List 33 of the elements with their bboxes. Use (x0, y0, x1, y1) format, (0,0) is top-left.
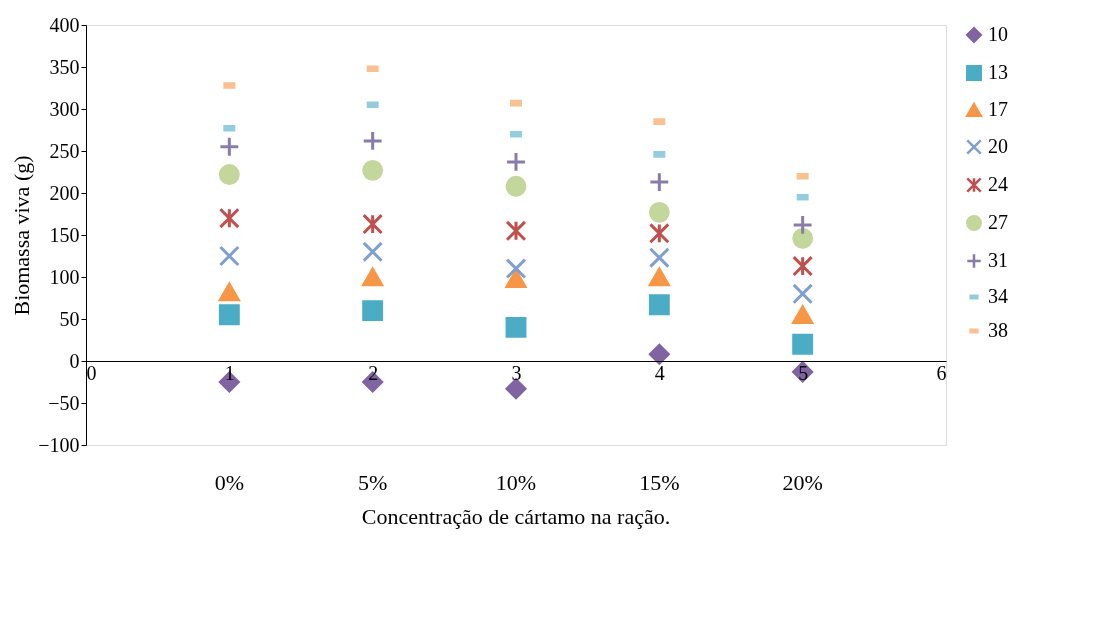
legend-label: 24 (988, 173, 1008, 195)
text: 15% (639, 470, 680, 495)
legend-label: 13 (988, 61, 1008, 83)
x-tick-label: 5 (798, 361, 809, 384)
x-tick-label: 4 (654, 361, 665, 384)
y-tick-label: 50 (59, 307, 80, 330)
y-tick-label: 400 (49, 13, 80, 36)
y-tick-label: 100 (49, 265, 80, 288)
x-tick-label: 3 (511, 361, 522, 384)
text: 10% (495, 470, 537, 495)
legend-label: 31 (988, 249, 1008, 271)
legend-label: 38 (988, 319, 1008, 341)
text: 20% (782, 470, 823, 495)
y-tick-label: −50 (48, 391, 80, 414)
y-tick-label: −100 (38, 433, 80, 456)
y-tick-label: 350 (49, 55, 80, 78)
legend-label: 34 (988, 285, 1008, 307)
y-tick-label: 200 (49, 181, 80, 204)
legend-label: 17 (988, 98, 1008, 120)
y-axis-title: Biomassa viva (g) (9, 155, 35, 316)
legend-label: 27 (988, 211, 1008, 233)
legend-label: 20 (988, 135, 1008, 157)
text: 0% (214, 470, 244, 495)
x-axis-title: Concentração de cártamo na ração. (361, 504, 671, 529)
text: 5% (358, 470, 388, 495)
x-tick-label: 0 (86, 361, 97, 384)
x-tick-label: 1 (224, 361, 235, 384)
x-tick-label: 6 (936, 361, 947, 384)
y-tick-label: 300 (49, 97, 80, 120)
legend-label: 10 (988, 23, 1008, 45)
y-tick-label: 150 (49, 223, 80, 246)
y-tick-label: 250 (49, 139, 80, 162)
x-tick-label: 2 (368, 361, 379, 384)
